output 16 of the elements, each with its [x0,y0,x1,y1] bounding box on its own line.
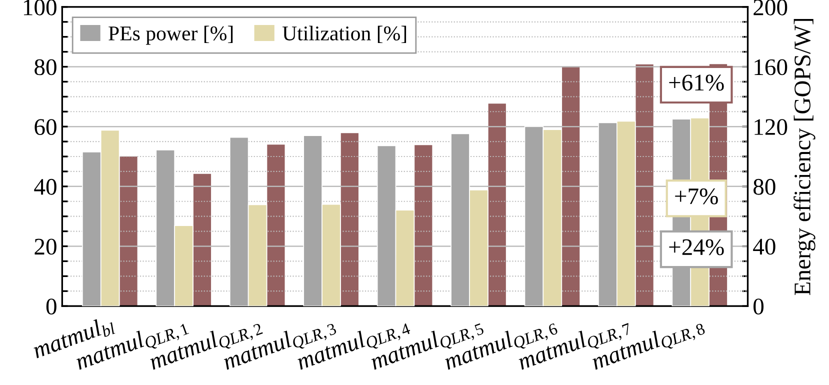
y-tick-label: 80 [34,59,56,76]
annotation: +24% [669,239,724,256]
y-tick-label: 40 [34,178,56,195]
annotation: +61% [669,74,724,91]
legend-label: PEs power [%] [108,26,233,45]
y2-tick-label: 120 [754,119,788,136]
y-tick-label: 20 [34,238,56,255]
y2-axis-title: Energy efficiency [GOPS/W] [794,19,816,296]
y-tick-label: 0 [46,298,56,314]
annotation: +7% [675,188,718,204]
y-tick-label: 60 [34,119,56,136]
legend-label: Utilization [%] [282,26,406,44]
y2-tick-label: 160 [754,59,788,76]
y2-tick-label: 0 [754,298,764,314]
y2-tick-label: 40 [753,238,776,255]
y2-tick-label: 80 [754,178,776,195]
